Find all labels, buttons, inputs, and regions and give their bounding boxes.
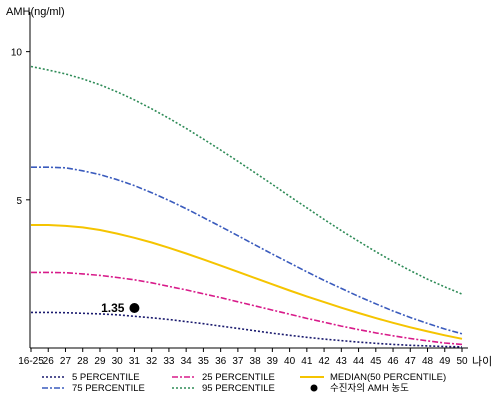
x-tick-label: 36: [215, 356, 227, 367]
x-tick-label: 39: [267, 356, 279, 367]
x-tick-label: 46: [387, 356, 399, 367]
x-axis-label: 나이: [472, 355, 492, 368]
x-tick-label: 33: [163, 356, 175, 367]
x-tick-label: 29: [94, 356, 106, 367]
x-tick-label: 26: [43, 356, 55, 367]
x-tick-label: 45: [370, 356, 382, 367]
percentile-lines: [30, 65, 463, 348]
x-tick-label: 44: [353, 356, 365, 367]
series-line-5-percentile: [31, 311, 463, 348]
x-tick-label: 16-25: [18, 356, 44, 367]
patient-marker: 1.35: [101, 301, 140, 315]
x-tick-label: 40: [284, 356, 296, 367]
y-axis-label: AMH(ng/ml): [6, 6, 65, 18]
legend-label: 95 PERCENTILE: [202, 383, 275, 394]
x-tick-label: 41: [301, 356, 313, 367]
patient-amh-value-label: 1.35: [101, 301, 125, 315]
legend-label: 75 PERCENTILE: [72, 383, 145, 394]
series-line-75-percentile: [31, 166, 463, 335]
series-line-95-percentile: [30, 65, 463, 295]
x-tick-label: 47: [405, 356, 417, 367]
x-tick-label: 42: [319, 356, 331, 367]
series-line-median-50-percentile-: [31, 224, 463, 340]
legend-label: 25 PERCENTILE: [202, 372, 275, 383]
legend-label: 5 PERCENTILE: [72, 372, 140, 383]
y-tick-label: 5: [16, 196, 22, 207]
x-tick-label: 35: [198, 356, 210, 367]
x-tick-label: 27: [60, 356, 72, 367]
legend-marker-swatch: [310, 384, 318, 392]
y-tick-label: 10: [11, 48, 23, 59]
x-tick-label: 38: [250, 356, 262, 367]
legend-label: MEDIAN(50 PERCENTILE): [330, 372, 446, 383]
x-tick-label: 48: [422, 356, 434, 367]
patient-amh-point: [129, 302, 140, 313]
series-line-25-percentile: [31, 271, 463, 346]
x-tick-label: 34: [181, 356, 193, 367]
x-tick-label: 31: [129, 356, 141, 367]
legend-label: 수진자의 AMH 농도: [330, 383, 409, 394]
x-tick-label: 50: [456, 356, 468, 367]
x-tick-label: 43: [336, 356, 348, 367]
x-tick-label: 49: [439, 356, 451, 367]
x-tick-label: 30: [112, 356, 124, 367]
chart-legend: 5 PERCENTILE 25 PERCENTILE MEDIAN(50 PERCE…: [42, 372, 446, 394]
x-tick-label: 32: [146, 356, 158, 367]
x-tick-label: 37: [232, 356, 244, 367]
x-tick-label: 28: [77, 356, 89, 367]
